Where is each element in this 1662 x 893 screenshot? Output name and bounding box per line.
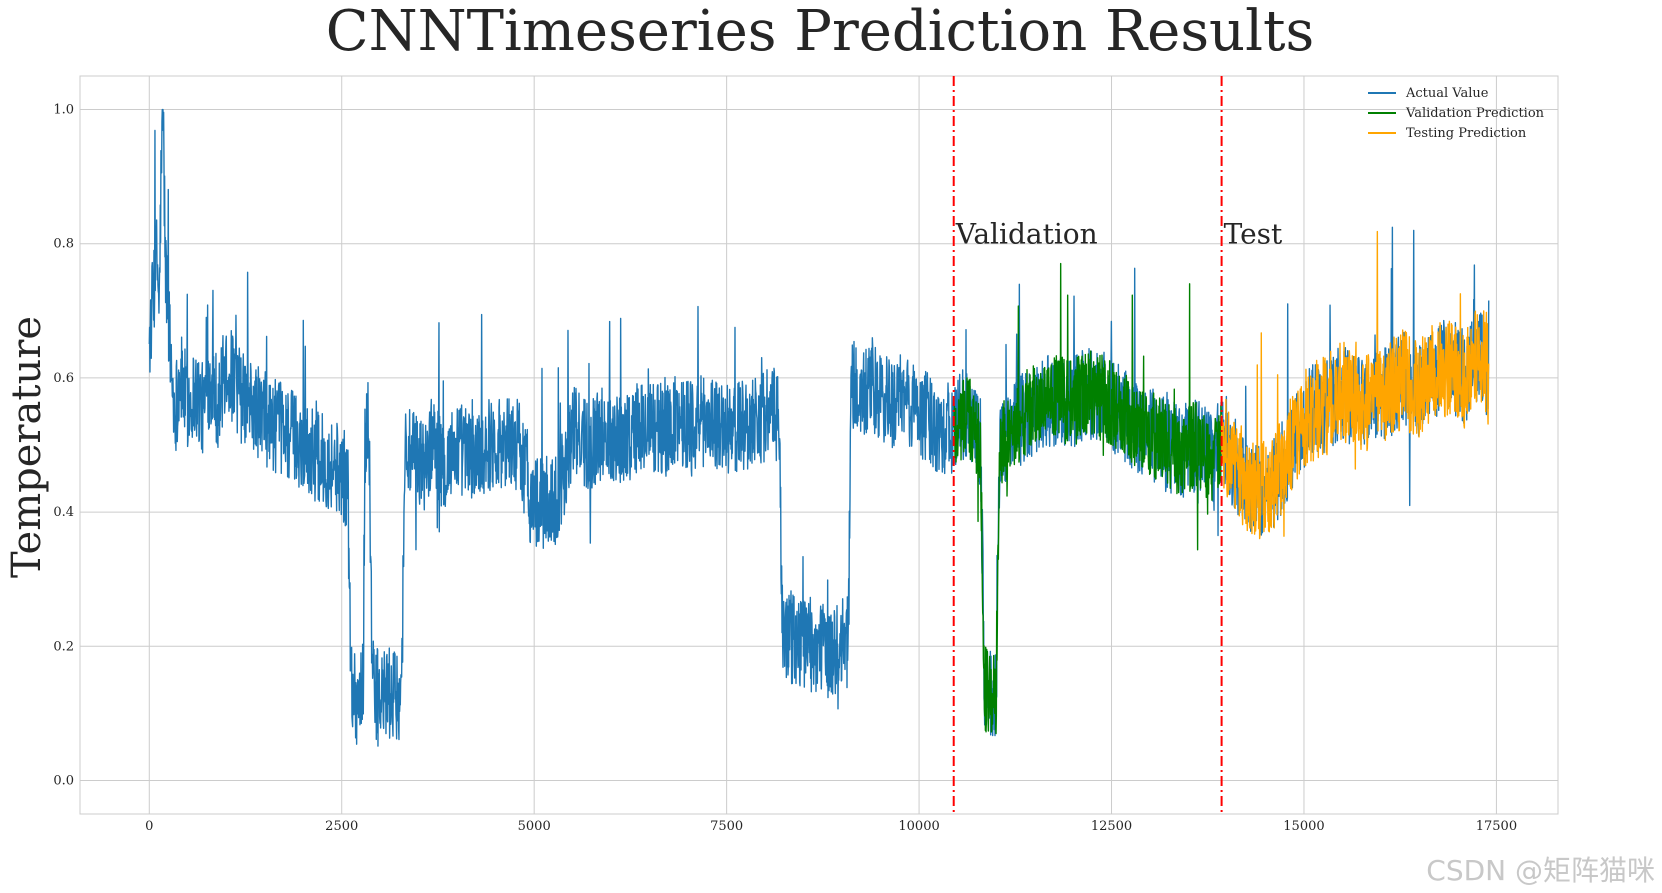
- split-annotation: Validation: [955, 218, 1098, 251]
- x-tick-label: 10000: [898, 819, 939, 834]
- x-tick-label: 5000: [518, 819, 551, 834]
- watermark: CSDN @矩阵猫咪: [1426, 854, 1655, 887]
- x-tick-label: 17500: [1476, 819, 1517, 834]
- legend-label: Testing Prediction: [1406, 126, 1527, 141]
- x-tick-label: 0: [145, 819, 153, 834]
- y-tick-label: 0.2: [53, 639, 74, 654]
- legend: Actual Value Validation Prediction Testing…: [1368, 86, 1545, 141]
- series-line: [953, 262, 1223, 735]
- chart-title: CNNTimeseries Prediction Results: [326, 0, 1315, 64]
- legend-label: Actual Value: [1405, 86, 1489, 101]
- y-tick-label: 0.0: [53, 773, 74, 788]
- series-line: [1220, 230, 1490, 540]
- x-tick-label: 15000: [1283, 819, 1324, 834]
- legend-label: Validation Prediction: [1405, 106, 1545, 121]
- x-tick-label: 7500: [710, 819, 743, 834]
- y-tick-label: 0.8: [53, 237, 74, 252]
- split-annotation: Test: [1224, 218, 1283, 251]
- x-tick-label: 12500: [1091, 819, 1132, 834]
- plot-area: 0 2500 5000 7500 10000 12500 15000 17500 0.0 0.2 0…: [53, 75, 1559, 834]
- y-tick-label: 0.4: [53, 505, 74, 520]
- y-axis-label: Temperature: [4, 316, 50, 578]
- x-tick-label: 2500: [325, 819, 358, 834]
- y-tick-label: 0.6: [53, 371, 74, 386]
- y-tick-label: 1.0: [53, 103, 74, 118]
